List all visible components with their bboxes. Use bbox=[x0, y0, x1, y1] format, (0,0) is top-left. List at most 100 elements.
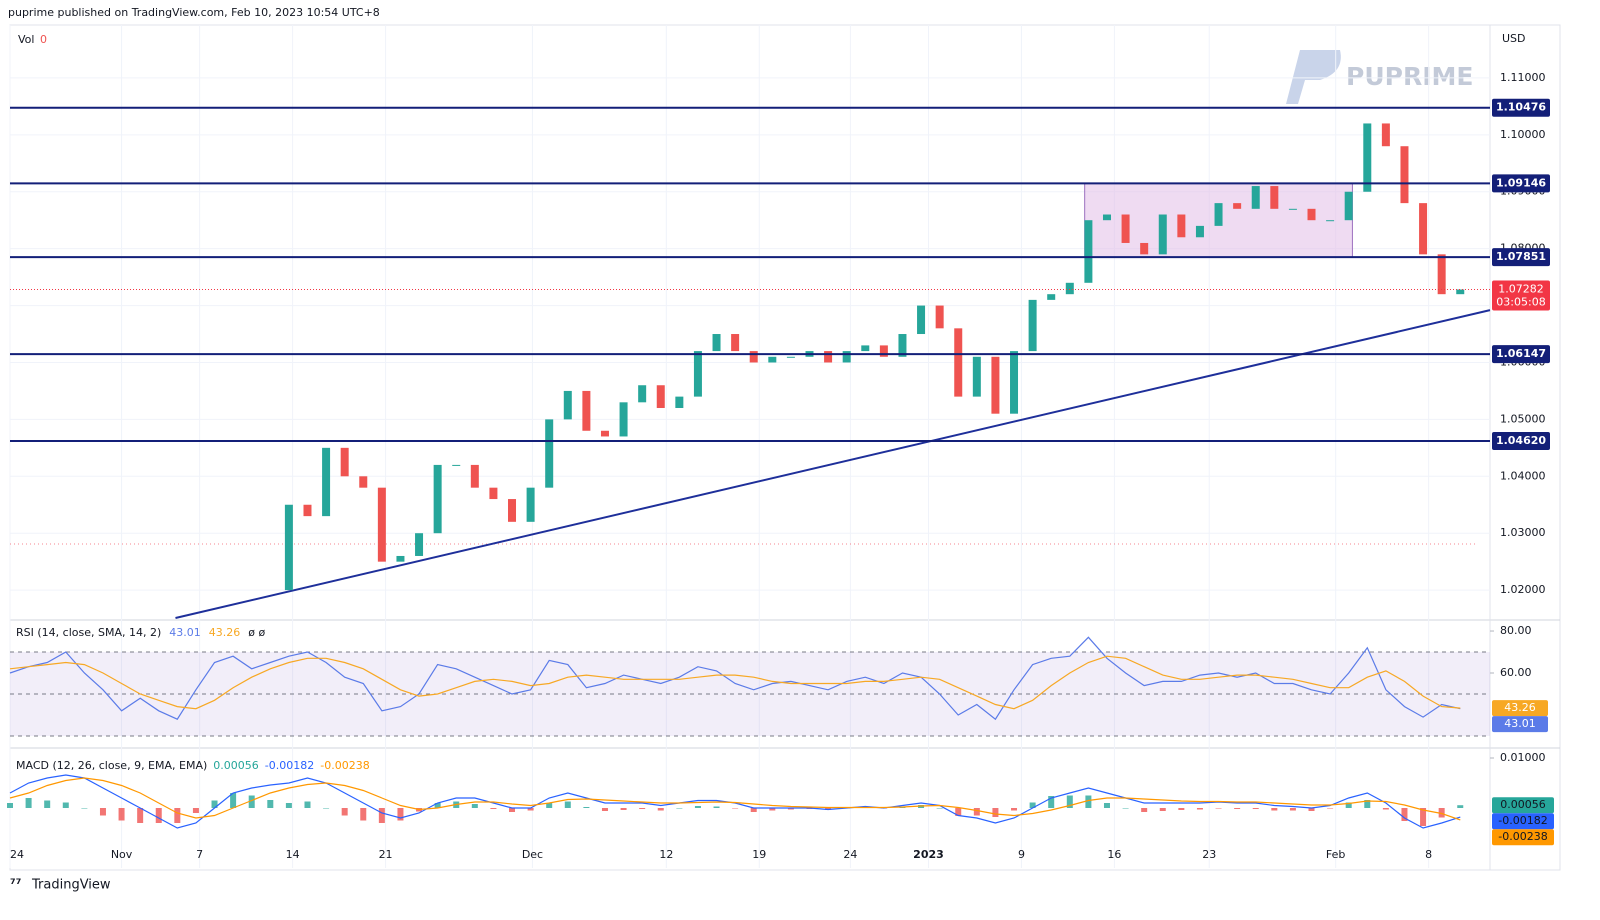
histogram-bar bbox=[62, 802, 69, 808]
x-tick-label: 14 bbox=[286, 848, 300, 861]
candle-body bbox=[1065, 282, 1074, 295]
y-tick-label: 1.10000 bbox=[1500, 128, 1546, 141]
candle-body bbox=[303, 504, 312, 517]
level-label: 1.04620 bbox=[1496, 434, 1546, 447]
candle-body bbox=[489, 487, 498, 500]
candle-body bbox=[1028, 299, 1037, 352]
histogram-bar bbox=[360, 808, 367, 821]
histogram-bar bbox=[973, 808, 980, 816]
histogram-bar bbox=[285, 803, 292, 808]
macd-line bbox=[9, 777, 1461, 821]
candle-body bbox=[1437, 254, 1446, 295]
value-label-box bbox=[1492, 813, 1554, 830]
histogram-bar bbox=[1178, 808, 1185, 810]
candle-body bbox=[768, 356, 777, 363]
histogram-bar bbox=[1122, 808, 1129, 809]
histogram-bar bbox=[248, 795, 255, 808]
volume-label: Vol bbox=[18, 33, 34, 46]
histogram-bar bbox=[527, 808, 534, 811]
histogram-bar bbox=[490, 808, 497, 809]
pane-title: RSI (14, close, SMA, 14, 2) bbox=[16, 626, 161, 639]
candle-body bbox=[656, 385, 665, 409]
histogram-bar bbox=[750, 808, 757, 812]
x-tick-label: 23 bbox=[1202, 848, 1216, 861]
countdown-label: 03:05:08 bbox=[1496, 296, 1545, 309]
histogram-bar bbox=[7, 803, 13, 808]
histogram-bar bbox=[378, 808, 385, 823]
candle-body bbox=[284, 504, 293, 591]
pane-flags: ø ø bbox=[248, 626, 265, 639]
candle-body bbox=[935, 305, 944, 329]
pane-value: -0.00182 bbox=[265, 759, 314, 772]
candle-body bbox=[1307, 208, 1316, 221]
candle-body bbox=[1456, 289, 1465, 295]
x-tick-label: 9 bbox=[1018, 848, 1025, 861]
histogram-bar bbox=[1327, 808, 1334, 809]
histogram-bar bbox=[1066, 795, 1073, 808]
candle-body bbox=[1214, 203, 1223, 226]
y-tick-label: 60.00 bbox=[1500, 666, 1532, 679]
footer-brand: TradingView bbox=[31, 878, 111, 893]
level-label-box bbox=[1492, 345, 1550, 364]
x-tick-label: 16 bbox=[1107, 848, 1121, 861]
histogram-bar bbox=[1457, 805, 1464, 808]
candle-body bbox=[972, 356, 981, 397]
histogram-bar bbox=[341, 808, 348, 816]
value-label: 43.26 bbox=[1504, 701, 1536, 714]
candle-body bbox=[786, 356, 795, 358]
footer-icon: ⁷⁷ bbox=[10, 878, 21, 893]
candle-body bbox=[545, 419, 554, 488]
value-label: -0.00238 bbox=[1498, 830, 1547, 843]
histogram-bar bbox=[1103, 803, 1110, 808]
histogram-bar bbox=[676, 808, 683, 809]
candle-body bbox=[824, 351, 833, 363]
histogram-bar bbox=[1085, 795, 1092, 808]
y-tick-label: 1.02000 bbox=[1500, 583, 1546, 596]
histogram-bar bbox=[1196, 808, 1203, 810]
histogram-bar bbox=[601, 808, 608, 811]
value-label: -0.00182 bbox=[1498, 814, 1547, 827]
histogram-bar bbox=[44, 800, 51, 808]
candle-body bbox=[1158, 214, 1167, 255]
histogram-bar bbox=[936, 808, 943, 809]
value-label-box bbox=[1492, 716, 1548, 733]
volume-value: 0 bbox=[40, 33, 47, 46]
histogram-bar bbox=[397, 808, 404, 821]
y-tick-label: 80.00 bbox=[1500, 624, 1532, 637]
histogram-bar bbox=[471, 804, 478, 808]
level-label-box bbox=[1492, 248, 1550, 267]
histogram-bar bbox=[1401, 808, 1408, 821]
histogram-bar bbox=[323, 808, 330, 809]
logo-mark bbox=[1286, 50, 1341, 104]
x-tick-label: 24 bbox=[843, 848, 857, 861]
candle-body bbox=[749, 351, 758, 363]
candle-body bbox=[991, 356, 1000, 414]
value-label: 43.01 bbox=[1504, 717, 1536, 730]
candle-body bbox=[1195, 225, 1204, 238]
histogram-bar bbox=[620, 808, 627, 810]
histogram-bar bbox=[992, 808, 999, 817]
x-tick-label: 2023 bbox=[913, 848, 944, 861]
candle-body bbox=[1102, 214, 1111, 221]
histogram-bar bbox=[639, 808, 646, 809]
x-tick-label: Feb bbox=[1326, 848, 1345, 861]
candle-body bbox=[359, 476, 368, 488]
histogram-bar bbox=[787, 808, 794, 810]
candle-body bbox=[898, 334, 907, 357]
candle-body bbox=[340, 447, 349, 477]
level-label: 1.10476 bbox=[1496, 101, 1546, 114]
histogram-bar bbox=[564, 801, 571, 808]
value-label-box bbox=[1492, 700, 1548, 717]
candle-body bbox=[861, 345, 870, 352]
y-tick-label: 1.03000 bbox=[1500, 526, 1546, 539]
candle-body bbox=[1233, 203, 1242, 209]
candle-body bbox=[638, 385, 647, 403]
histogram-bar bbox=[434, 803, 441, 808]
candle-body bbox=[879, 345, 888, 357]
level-label: 1.07851 bbox=[1496, 250, 1546, 263]
candle-body bbox=[508, 499, 517, 522]
histogram-bar bbox=[99, 808, 106, 816]
histogram-bar bbox=[1048, 796, 1055, 808]
rsi-line bbox=[9, 636, 1461, 721]
